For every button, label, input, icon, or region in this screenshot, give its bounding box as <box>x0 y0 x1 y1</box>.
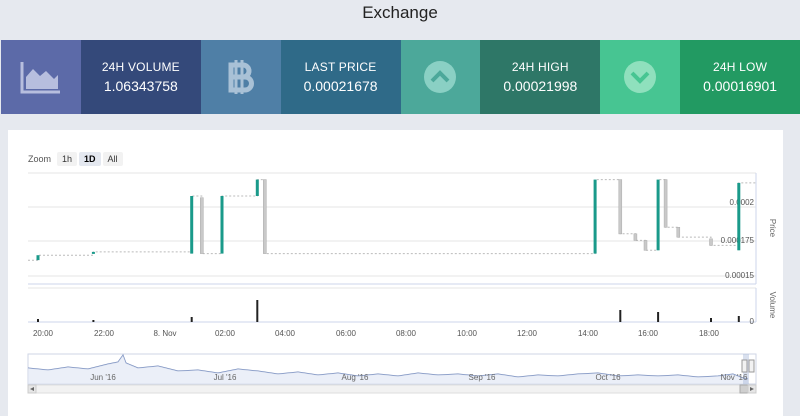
price-candle <box>618 179 623 235</box>
price-candle <box>676 227 681 238</box>
high-icon-tile <box>400 40 481 114</box>
price-candle <box>220 196 224 254</box>
price-candle <box>663 179 668 228</box>
navigator-tick-label: Sep '16 <box>469 373 496 382</box>
navigator-area <box>28 355 748 384</box>
zoom-1h-button[interactable]: 1h <box>57 152 78 166</box>
volume-value: 1.06343758 <box>103 78 178 94</box>
navigator-tick-label: Nov '16 <box>721 373 748 382</box>
price-tick-label: 0.0002 <box>730 198 755 207</box>
price-candle <box>709 238 713 246</box>
zoom-all-button[interactable]: All <box>102 152 123 166</box>
volume-bar <box>619 310 622 322</box>
bitcoin-icon <box>228 60 254 94</box>
stats-bar: 24H VOLUME 1.06343758 LAST PRICE 0.00021… <box>1 40 800 114</box>
last-price-value: 0.00021678 <box>303 78 378 94</box>
scrollbar[interactable] <box>27 384 757 394</box>
time-tick-label: 14:00 <box>578 329 599 338</box>
time-tick-label: 8. Nov <box>153 329 176 338</box>
chart-card: Zoom 1h 1D All 0.0002 0.000175 0.00015 P… <box>8 130 783 416</box>
volume-bar <box>657 312 660 322</box>
time-tick-label: 04:00 <box>275 329 296 338</box>
scroll-right-icon <box>750 387 754 391</box>
navigator-tick-label: Oct '16 <box>595 373 621 382</box>
price-candle <box>200 197 204 254</box>
page-title: Exchange <box>362 3 438 22</box>
time-tick-label: 08:00 <box>396 329 417 338</box>
area-chart-icon <box>20 62 60 94</box>
time-tick-label: 10:00 <box>457 329 478 338</box>
navigator-tick-label: Jul '16 <box>214 373 237 382</box>
price-candle <box>656 179 660 251</box>
price-candle <box>737 182 741 251</box>
price-candle <box>593 179 597 254</box>
zoom-1d-button[interactable]: 1D <box>79 152 101 166</box>
low-value: 0.00016901 <box>703 78 778 94</box>
price-candle <box>190 196 194 254</box>
navigator[interactable]: Jun '16 Jul '16 Aug '16 Sep '16 Oct '16 … <box>27 353 757 385</box>
time-tick-label: 12:00 <box>517 329 538 338</box>
last-price-stat: LAST PRICE 0.00021678 <box>280 40 401 114</box>
chevron-down-icon <box>624 61 657 93</box>
time-tick-label: 22:00 <box>94 329 115 338</box>
scrollbar-thumb[interactable] <box>739 384 749 394</box>
price-pane: 0.0002 0.000175 0.00015 Price <box>28 172 777 285</box>
time-tick-label: 18:00 <box>699 329 720 338</box>
volume-bar <box>737 316 740 322</box>
volume-tick-label: 0 <box>750 317 755 326</box>
low-icon-tile <box>600 40 681 114</box>
price-candle <box>263 179 267 254</box>
price-candle <box>255 179 259 196</box>
btc-icon-tile <box>200 40 281 114</box>
price-candle <box>633 233 638 241</box>
navigator-handle[interactable] <box>748 359 755 373</box>
price-axis-title: Price <box>768 219 777 238</box>
volume-stat: 24H VOLUME 1.06343758 <box>80 40 201 114</box>
high-value: 0.00021998 <box>503 78 578 94</box>
price-chart[interactable]: 0.0002 0.000175 0.00015 Price 0 Volume 2… <box>8 130 783 416</box>
volume-bar <box>256 300 259 322</box>
volume-pane: 0 Volume <box>28 287 777 326</box>
zoom-controls: Zoom 1h 1D All <box>28 152 125 166</box>
time-tick-label: 20:00 <box>33 329 54 338</box>
scroll-left-icon <box>30 387 34 391</box>
volume-bar <box>37 319 39 322</box>
navigator-tick-label: Jun '16 <box>90 373 116 382</box>
price-candle <box>91 251 95 254</box>
high-label: 24H HIGH <box>511 60 569 74</box>
price-tick-label: 0.00015 <box>725 271 754 280</box>
scrollbar-track[interactable] <box>27 384 757 394</box>
volume-bar <box>190 317 193 322</box>
time-tick-label: 16:00 <box>638 329 659 338</box>
time-tick-label: 06:00 <box>336 329 357 338</box>
zoom-label: Zoom <box>28 154 52 164</box>
price-candle <box>36 255 40 261</box>
volume-bar <box>710 318 712 322</box>
candles-group <box>36 179 741 261</box>
volume-bars-group <box>37 300 740 322</box>
volume-axis-title: Volume <box>768 292 777 319</box>
low-stat: 24H LOW 0.00016901 <box>680 40 800 114</box>
volume-bar <box>92 320 95 322</box>
last-price-label: LAST PRICE <box>304 60 377 74</box>
time-tick-label: 02:00 <box>215 329 236 338</box>
time-axis: 20:00 22:00 8. Nov 02:00 04:00 06:00 08:… <box>33 329 720 338</box>
navigator-tick-label: Aug '16 <box>342 373 369 382</box>
volume-icon-tile <box>1 40 81 114</box>
volume-label: 24H VOLUME <box>101 60 180 74</box>
navigator-handle[interactable] <box>741 359 748 373</box>
low-label: 24H LOW <box>713 60 768 74</box>
high-stat: 24H HIGH 0.00021998 <box>480 40 601 114</box>
chevron-up-icon <box>424 61 457 93</box>
price-candle <box>643 240 648 251</box>
